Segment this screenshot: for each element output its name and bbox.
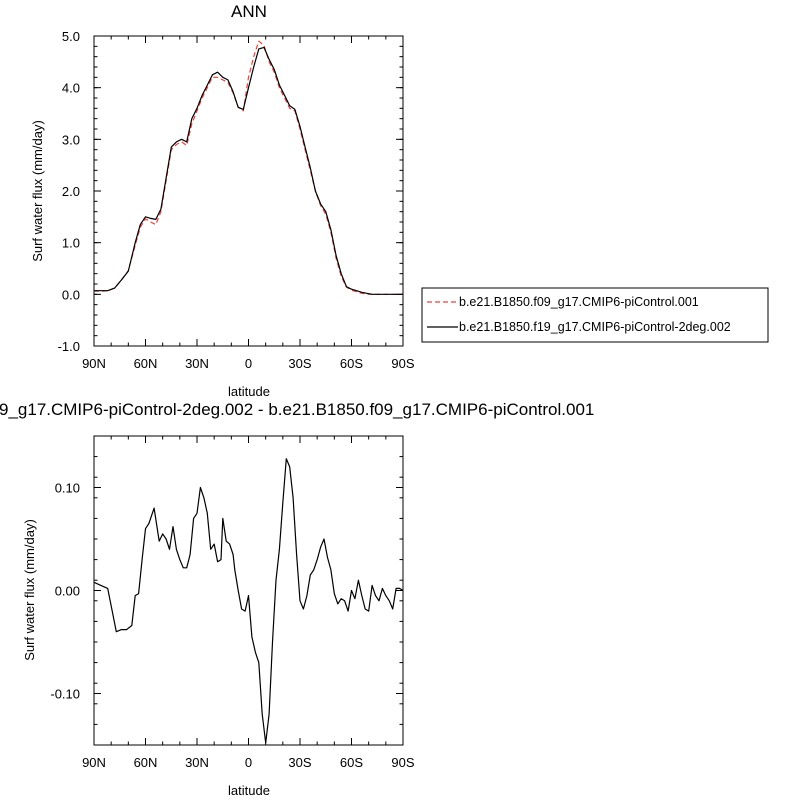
bottom-y-tick-label: 0.10 <box>55 481 80 496</box>
bottom-x-tick-label: 60N <box>134 755 158 770</box>
bottom-panel: 9_g17.CMIP6-piControl-2deg.002 - b.e21.B… <box>0 400 594 798</box>
top-y-tick-label: 3.0 <box>62 132 80 147</box>
bottom-x-tick-label: 30N <box>185 755 209 770</box>
top-y-tick-label: -1.0 <box>58 339 80 354</box>
top-y-tick-label: 1.0 <box>62 236 80 251</box>
top-title: ANN <box>231 2 267 21</box>
top-y-tick-label: 0.0 <box>62 287 80 302</box>
top-x-tick-label: 0 <box>245 356 252 371</box>
legend-box <box>421 287 769 343</box>
top-y-tick-label: 4.0 <box>62 81 80 96</box>
bottom-y-tick-label: 0.00 <box>55 584 80 599</box>
bottom-y-axis-label: Surf water flux (mm/day) <box>22 519 37 661</box>
bottom-series-line-0 <box>93 458 404 744</box>
top-y-tick-label: 5.0 <box>62 29 80 44</box>
top-x-tick-label: 90N <box>82 356 106 371</box>
top-plot-frame <box>93 35 404 347</box>
top-x-tick-label: 30N <box>185 356 209 371</box>
top-x-tick-label: 90S <box>391 356 414 371</box>
top-x-tick-label: 60S <box>340 356 363 371</box>
legend-label-f09: b.e21.B1850.f09_g17.CMIP6-piControl.001 <box>459 295 699 309</box>
top-panel: ANN 90N 60N 30N 0 30S 60S 90S -1.0 0.0 1.0 2.0 3.0 4… <box>30 2 415 399</box>
bottom-x-tick-label: 90N <box>82 755 106 770</box>
top-x-tick-label: 30S <box>288 356 311 371</box>
legend-label-f19: b.e21.B1850.f19_g17.CMIP6-piControl-2deg… <box>459 320 731 334</box>
top-series-line-0 <box>94 40 403 295</box>
legend: b.e21.B1850.f09_g17.CMIP6-piControl.001 … <box>421 287 769 343</box>
top-x-tick-label: 60N <box>134 356 158 371</box>
bottom-x-tick-label: 0 <box>245 755 252 770</box>
top-y-tick-label: 2.0 <box>62 184 80 199</box>
top-x-axis-label: latitude <box>228 384 270 399</box>
bottom-x-tick-label: 60S <box>340 755 363 770</box>
bottom-x-tick-label: 30S <box>288 755 311 770</box>
bottom-x-axis-label: latitude <box>228 783 270 798</box>
top-series-line-1 <box>94 46 403 295</box>
top-y-axis-label: Surf water flux (mm/day) <box>30 120 45 262</box>
bottom-x-tick-label: 90S <box>391 755 414 770</box>
bottom-y-tick-label: -0.10 <box>50 687 80 702</box>
bottom-title: 9_g17.CMIP6-piControl-2deg.002 - b.e21.B… <box>0 400 594 419</box>
